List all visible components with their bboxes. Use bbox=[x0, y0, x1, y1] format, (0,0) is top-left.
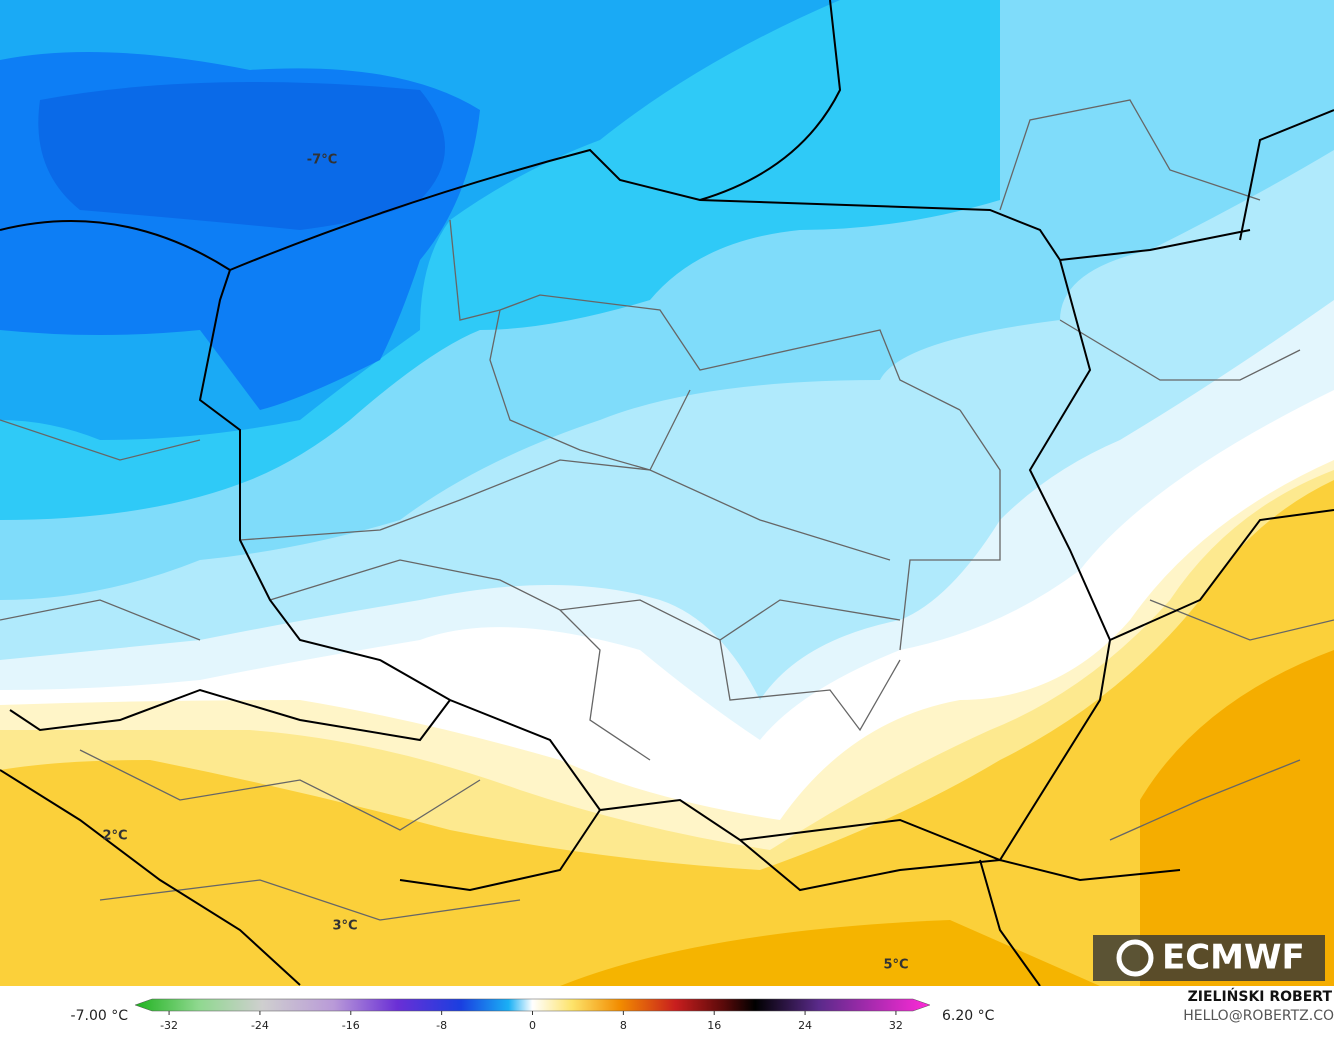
colorbar-tick-label: -24 bbox=[251, 1019, 269, 1032]
colorbar-tick-label: 32 bbox=[889, 1019, 903, 1032]
colorbar-tick-label: -32 bbox=[160, 1019, 178, 1032]
map-label: 5°C bbox=[883, 958, 908, 973]
colorbar bbox=[134, 998, 931, 1012]
colorbar-tick-label: 16 bbox=[707, 1019, 721, 1032]
map-label: -7°C bbox=[307, 153, 337, 168]
contact: HELLO@ROBERTZ.CO bbox=[1183, 1008, 1334, 1024]
map-label: 2°C bbox=[102, 829, 127, 844]
map-label: 3°C bbox=[332, 919, 357, 934]
colorbar-tick-label: 0 bbox=[529, 1019, 536, 1032]
author: ZIELIŃSKI ROBERT bbox=[1188, 987, 1333, 1005]
colorbar-tick-label: 24 bbox=[798, 1019, 812, 1032]
logo-text: ECMWF bbox=[1162, 938, 1305, 978]
colorbar-min: -7.00 °C bbox=[71, 1008, 129, 1024]
colorbar-max: 6.20 °C bbox=[942, 1008, 995, 1024]
colorbar-tick-label: -8 bbox=[436, 1019, 447, 1032]
colorbar-tick-label: 8 bbox=[620, 1019, 627, 1032]
colorbar-tick-label: -16 bbox=[342, 1019, 360, 1032]
map-area: -7°C 2°C 3°C 5°C ECMWF bbox=[0, 0, 1334, 986]
logo-icon bbox=[1116, 939, 1154, 977]
